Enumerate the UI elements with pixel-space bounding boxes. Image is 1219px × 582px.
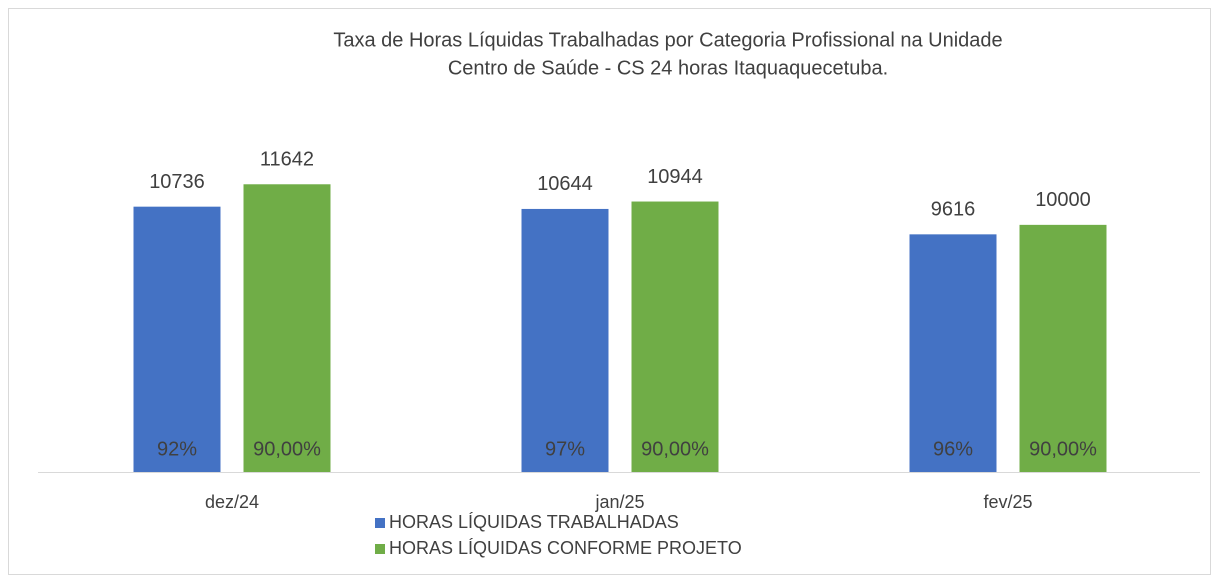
legend-swatch [375, 518, 385, 528]
data-label: 10000 [1035, 189, 1091, 211]
inner-label: 90,00% [641, 438, 709, 460]
bar [909, 234, 997, 472]
bar [1019, 224, 1107, 472]
x-tick-label: dez/24 [205, 492, 259, 512]
data-label: 10944 [647, 166, 703, 188]
x-tick-label: jan/25 [594, 492, 644, 512]
data-label: 11642 [260, 149, 314, 171]
bar [521, 208, 609, 472]
inner-label: 97% [545, 438, 585, 460]
x-tick-label: fev/25 [983, 492, 1032, 512]
legend-swatch [375, 544, 385, 554]
inner-label: 90,00% [1029, 438, 1097, 460]
legend-label: HORAS LÍQUIDAS TRABALHADAS [389, 512, 679, 532]
chart-title: Centro de Saúde - CS 24 horas Itaquaquec… [448, 57, 888, 79]
bar [243, 184, 331, 472]
inner-label: 90,00% [253, 438, 321, 460]
bar [133, 206, 221, 473]
legend-label: HORAS LÍQUIDAS CONFORME PROJETO [389, 538, 742, 558]
data-label: 10736 [149, 171, 205, 193]
inner-label: 92% [157, 438, 197, 460]
inner-label: 96% [933, 438, 973, 460]
data-label: 10644 [537, 173, 593, 195]
bar [631, 201, 719, 472]
chart-title: Taxa de Horas Líquidas Trabalhadas por C… [333, 29, 1002, 51]
data-label: 9616 [931, 199, 976, 221]
